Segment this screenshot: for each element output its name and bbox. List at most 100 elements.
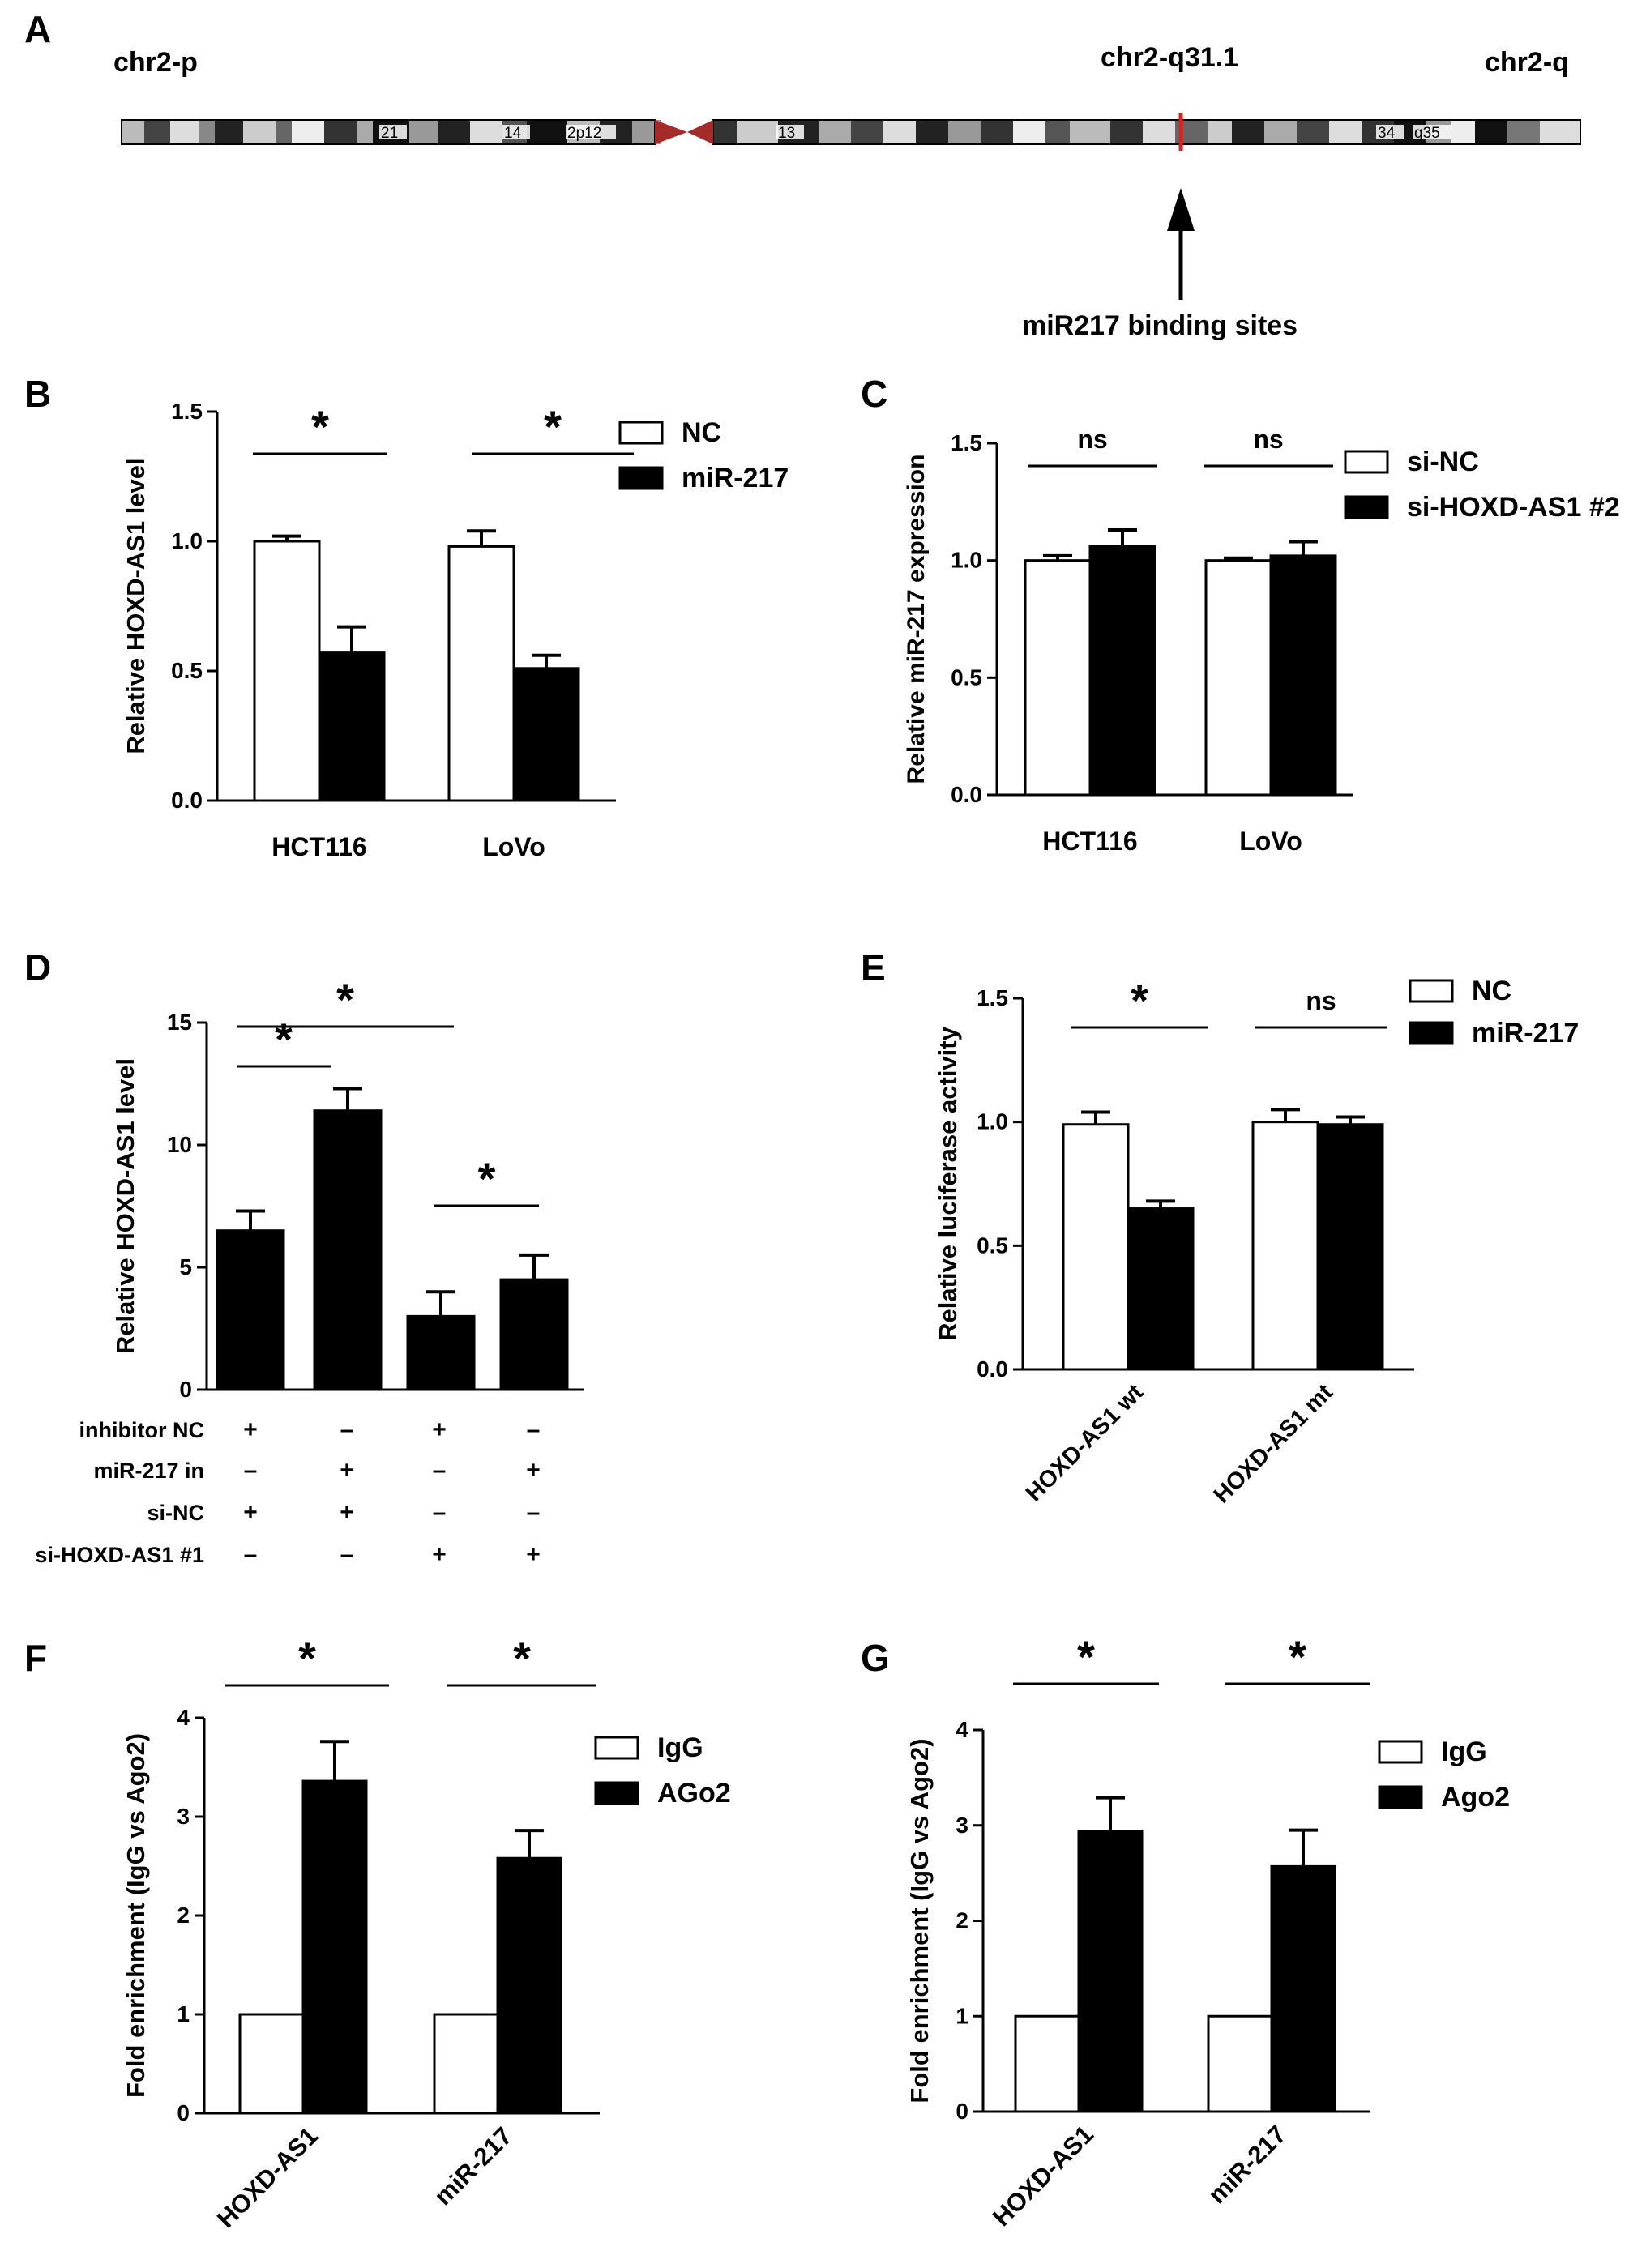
chr2-q31-label: chr2-q31.1 — [1101, 42, 1238, 73]
chromosome-band — [1045, 120, 1070, 144]
legend-label: IgG — [1441, 1736, 1487, 1767]
y-tick-label: 1 — [956, 2003, 968, 2028]
chromosome-band — [737, 120, 778, 144]
arrow-label: miR217 binding sites — [1022, 310, 1298, 341]
chromosome-band — [1297, 120, 1329, 144]
chart-panel-e: 0.0 0.5 1.0 1.5 Relative luciferase activity… — [934, 975, 1579, 1509]
plus-mark: + — [526, 1457, 541, 1484]
chromosome-band — [276, 120, 292, 144]
bar-treatment — [301, 1779, 368, 2115]
y-tick-label: 3 — [177, 1804, 190, 1829]
y-axis-label: Relative miR-217 expression — [903, 455, 930, 784]
chromosome-band — [243, 120, 276, 144]
significance-asterisk: * — [478, 1153, 496, 1204]
plus-mark: + — [526, 1541, 541, 1568]
x-category-label: HOXD-AS1 wt — [1021, 1379, 1148, 1506]
bar — [313, 1109, 383, 1391]
legend-swatch — [594, 1736, 639, 1760]
chart-panel-f: 0 1 2 3 4 Fold enrichment (IgG vs Ago2) HOXD-A… — [122, 1633, 731, 2233]
minus-mark: – — [527, 1416, 541, 1443]
chromosome-band — [215, 120, 243, 144]
band-label-bg — [379, 125, 407, 139]
x-category-label: HOXD-AS1 — [212, 2121, 323, 2233]
legend-label: miR-217 — [682, 463, 789, 493]
y-tick-label: 3 — [956, 1813, 968, 1838]
bar-control — [1207, 2014, 1273, 2113]
chromosome-band — [122, 120, 144, 144]
chromosome-band — [713, 120, 737, 144]
arrow-head — [1167, 188, 1195, 231]
y-axis-label: Relative luciferase activity — [934, 1026, 962, 1340]
legend-swatch — [1409, 979, 1454, 1003]
chart-panel-g: 0 1 2 3 4 Fold enrichment (IgG vs Ago2) HOXD-A… — [905, 1631, 1510, 2232]
bar-treatment — [496, 1856, 562, 2115]
chromosome-band — [144, 120, 170, 144]
minus-mark: – — [244, 1457, 258, 1484]
chromosome-band — [1232, 120, 1264, 144]
bar-control — [1014, 2014, 1080, 2113]
chromosome-band — [948, 120, 981, 144]
y-tick-label: 1 — [177, 2001, 190, 2027]
band-label: 34 — [1378, 125, 1396, 142]
bar-control — [1062, 1123, 1130, 1371]
chromosome-band — [1070, 120, 1110, 144]
chromosome-band — [324, 120, 357, 144]
significance-asterisk: * — [1131, 975, 1148, 1026]
chromosome-band — [1143, 120, 1175, 144]
chromosome-band — [1329, 120, 1362, 144]
bar-control — [1204, 559, 1272, 797]
legend-swatch — [1378, 1740, 1423, 1764]
chromosome-band — [438, 120, 470, 144]
x-category-label: HCT116 — [1042, 826, 1137, 856]
y-axis-label: Fold enrichment (IgG vs Ago2) — [122, 1733, 150, 2098]
chromosome-band — [470, 120, 502, 144]
y-axis-label: Relative HOXD-AS1 level — [111, 1058, 139, 1354]
legend-swatch — [618, 421, 664, 445]
significance-ns: ns — [1306, 986, 1336, 1015]
centromere-q-triangle — [687, 120, 713, 144]
minus-mark: – — [527, 1499, 541, 1526]
chromosome-band — [1475, 120, 1507, 144]
bar-treatment — [1270, 1864, 1336, 2113]
chr2-p-label: chr2-p — [113, 47, 198, 78]
legend-swatch — [594, 1781, 639, 1805]
chromosome-ideogram-panel: chr2-p chr2-q31.1 chr2-q 21 14 2p12 13 34 q35… — [113, 42, 1581, 341]
legend-label: NC — [682, 417, 721, 448]
minus-mark: – — [433, 1499, 447, 1526]
panel-letter-d: D — [24, 946, 51, 989]
y-tick-label: 10 — [167, 1132, 192, 1157]
significance-asterisk: * — [1289, 1631, 1306, 1682]
legend-label: miR-217 — [1472, 1018, 1579, 1049]
chr2-q-label: chr2-q — [1485, 47, 1569, 78]
bar — [406, 1314, 476, 1391]
panel-letter-f: F — [24, 1637, 47, 1679]
bar — [216, 1229, 285, 1391]
plus-mark: + — [432, 1416, 447, 1443]
y-tick-label: 1.0 — [171, 528, 203, 553]
y-tick-label: 1.5 — [951, 430, 982, 455]
bar-control — [433, 2013, 499, 2115]
bar-treatment — [1316, 1123, 1384, 1371]
significance-ns: ns — [1077, 425, 1107, 454]
chart-panel-c: 0.0 0.5 1.0 1.5 Relative miR-217 expression H… — [903, 425, 1620, 856]
minus-mark: – — [244, 1541, 258, 1568]
chromosome-band — [292, 120, 324, 144]
bar-control — [447, 545, 515, 802]
bar-control — [253, 540, 321, 802]
chart-panel-d: 0 5 10 15 Relative HOXD-AS1 level * * * inhibito… — [35, 974, 584, 1568]
plus-mark: + — [340, 1499, 354, 1526]
y-tick-label: 1.0 — [951, 548, 982, 573]
significance-ns: ns — [1253, 425, 1283, 454]
y-tick-label: 0.5 — [171, 658, 203, 683]
y-tick-label: 1.5 — [977, 985, 1008, 1010]
chromosome-band — [1013, 120, 1045, 144]
chromosome-band — [1110, 120, 1143, 144]
chromosome-band — [357, 120, 373, 144]
plus-mark: + — [243, 1499, 258, 1526]
chromosome-band — [527, 120, 567, 144]
y-tick-label: 15 — [167, 1010, 192, 1035]
chromosome-band — [409, 120, 438, 144]
y-tick-label: 4 — [177, 1705, 190, 1730]
chromosome-band — [819, 120, 851, 144]
